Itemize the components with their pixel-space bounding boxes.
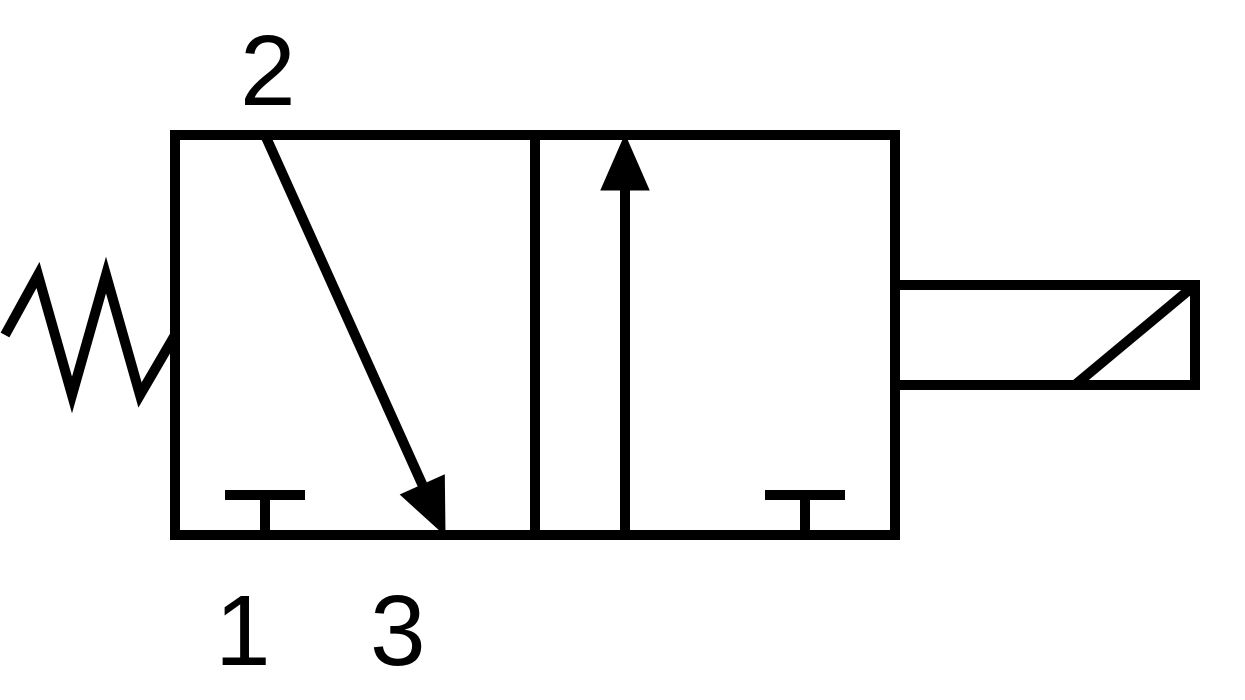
pneumatic-valve-diagram: 2 13 (0, 0, 1245, 700)
port-label: 1 (215, 575, 271, 687)
port-label: 3 (370, 575, 426, 687)
port-label: 2 (240, 15, 296, 127)
